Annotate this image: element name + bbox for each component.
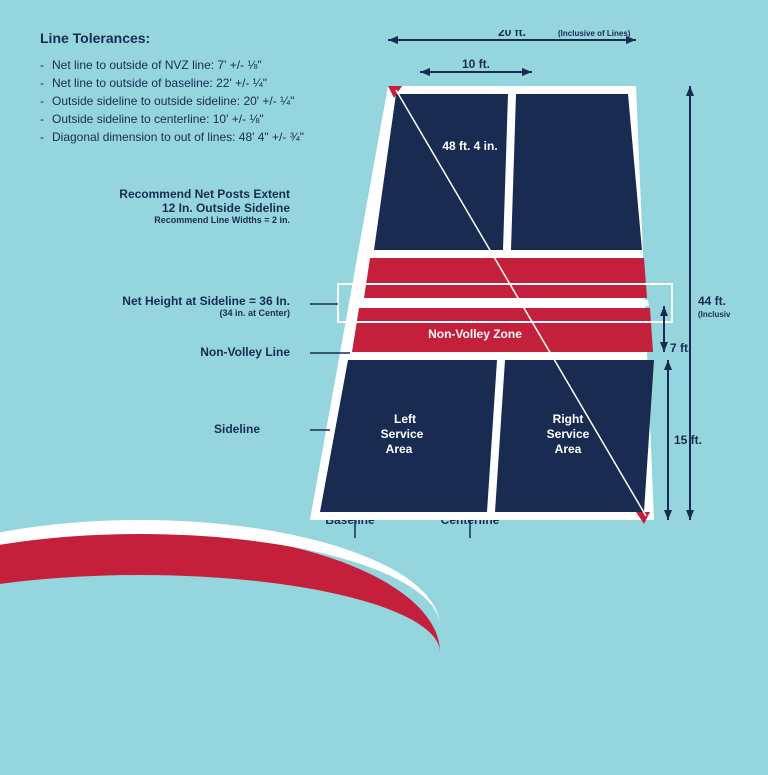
annotation-text: Non-Volley Line	[200, 345, 290, 359]
top-left-court	[374, 94, 508, 250]
svg-text:10 ft.: 10 ft.	[462, 57, 490, 71]
left-service-label: Left	[394, 412, 416, 426]
left-service-label: Service	[381, 427, 424, 441]
annotation-text: Recommend Net Posts Extent	[119, 187, 290, 201]
annotation-subtext: Recommend Line Widths = 2 in.	[50, 215, 290, 225]
svg-text:(Inclusive of Lines): (Inclusive of Lines)	[558, 30, 631, 38]
annotation-subtext: (34 in. at Center)	[50, 308, 290, 318]
net-line	[360, 300, 649, 306]
annotation-nv-line: Non-Volley Line	[140, 345, 290, 359]
court-diagram: 20 ft. (Inclusive of Lines) 10 ft. 48 ft…	[310, 30, 730, 550]
svg-text:44 ft.: 44 ft.	[698, 294, 726, 308]
svg-text:7 ft.: 7 ft.	[670, 341, 691, 355]
left-service-label: Area	[386, 442, 413, 456]
dim-top-full: 20 ft. (Inclusive of Lines)	[388, 30, 636, 44]
annotation-text: Sideline	[214, 422, 260, 436]
dim-nvz-depth: 7 ft.	[660, 306, 691, 355]
dim-service-depth: 15 ft.	[664, 360, 702, 520]
svg-text:15 ft.: 15 ft.	[674, 433, 702, 447]
right-service-label: Service	[547, 427, 590, 441]
svg-text:(Inclusive of Lines): (Inclusive of Lines)	[698, 310, 730, 319]
nvz-label: Non-Volley Zone	[428, 327, 522, 341]
annotation-sideline: Sideline	[160, 422, 260, 436]
diagonal-label: 48 ft. 4 in.	[442, 139, 497, 153]
right-service-label: Right	[553, 412, 584, 426]
right-service-label: Area	[555, 442, 582, 456]
annotation-net-height: Net Height at Sideline = 36 In. (34 in. …	[50, 294, 290, 318]
dim-top-half: 10 ft.	[420, 57, 532, 76]
top-right-court	[511, 94, 642, 250]
annotation-net-posts: Recommend Net Posts Extent 12 In. Outsid…	[50, 187, 290, 225]
annotation-text: 12 In. Outside Sideline	[162, 201, 290, 215]
annotation-text: Net Height at Sideline = 36 In.	[122, 294, 290, 308]
dim-right-full: 44 ft. (Inclusive of Lines)	[686, 86, 730, 520]
svg-text:20 ft.: 20 ft.	[498, 30, 526, 39]
